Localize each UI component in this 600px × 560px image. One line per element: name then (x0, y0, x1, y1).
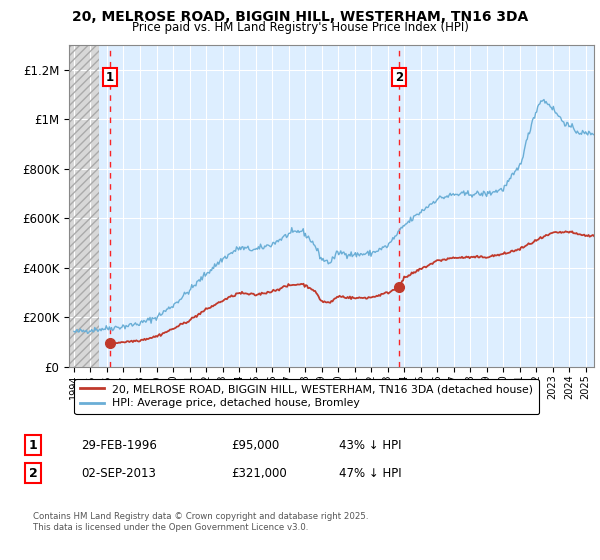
Text: 47% ↓ HPI: 47% ↓ HPI (339, 466, 401, 480)
Text: 1: 1 (106, 71, 113, 83)
Text: 20, MELROSE ROAD, BIGGIN HILL, WESTERHAM, TN16 3DA: 20, MELROSE ROAD, BIGGIN HILL, WESTERHAM… (72, 10, 528, 24)
Text: £95,000: £95,000 (231, 438, 279, 452)
Text: 02-SEP-2013: 02-SEP-2013 (81, 466, 156, 480)
Text: 1: 1 (29, 438, 37, 452)
Text: 2: 2 (395, 71, 403, 83)
Text: 43% ↓ HPI: 43% ↓ HPI (339, 438, 401, 452)
Bar (69, 45, 99, 367)
Text: 2: 2 (29, 466, 37, 480)
Text: 29-FEB-1996: 29-FEB-1996 (81, 438, 157, 452)
Text: Contains HM Land Registry data © Crown copyright and database right 2025.
This d: Contains HM Land Registry data © Crown c… (33, 512, 368, 532)
Text: Price paid vs. HM Land Registry's House Price Index (HPI): Price paid vs. HM Land Registry's House … (131, 21, 469, 34)
Text: £321,000: £321,000 (231, 466, 287, 480)
Bar (69, 45, 99, 367)
Legend: 20, MELROSE ROAD, BIGGIN HILL, WESTERHAM, TN16 3DA (detached house), HPI: Averag: 20, MELROSE ROAD, BIGGIN HILL, WESTERHAM… (74, 379, 539, 414)
